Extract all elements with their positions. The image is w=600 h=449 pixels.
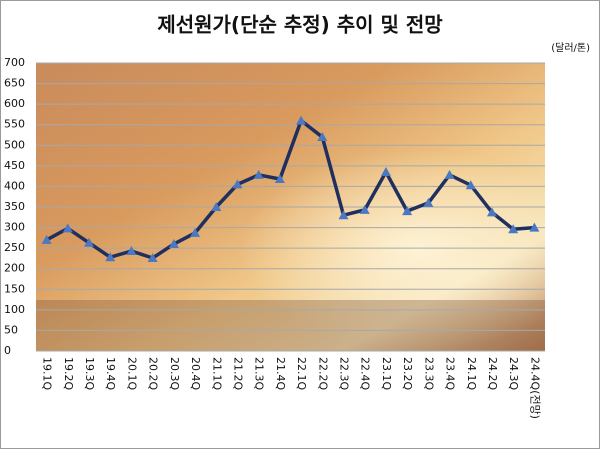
y-tick-label: 100 bbox=[4, 303, 25, 316]
x-tick-label: 24.4Q(전망) bbox=[528, 357, 541, 419]
data-point bbox=[465, 180, 476, 190]
y-tick-label: 350 bbox=[4, 200, 25, 213]
data-point bbox=[317, 132, 328, 142]
x-tick-label: 22.1Q bbox=[295, 357, 308, 390]
data-point bbox=[274, 174, 285, 184]
y-tick-label: 600 bbox=[4, 97, 25, 110]
data-point bbox=[147, 253, 158, 263]
y-tick-label: 650 bbox=[4, 77, 25, 90]
data-point bbox=[105, 252, 116, 262]
x-tick-label: 24.3Q bbox=[507, 357, 520, 390]
x-tick-label: 22.2Q bbox=[316, 357, 329, 390]
data-point bbox=[211, 202, 222, 211]
x-tick-label: 21.1Q bbox=[210, 357, 223, 390]
data-point bbox=[529, 222, 540, 232]
data-point bbox=[338, 210, 349, 220]
x-tick-label: 20.2Q bbox=[147, 357, 160, 390]
y-tick-label: 250 bbox=[4, 241, 25, 254]
data-point bbox=[444, 169, 455, 179]
x-tick-label: 24.1Q bbox=[465, 357, 478, 390]
x-tick-label: 19.4Q bbox=[104, 357, 117, 390]
x-tick-label: 22.3Q bbox=[338, 357, 351, 390]
y-tick-label: 450 bbox=[4, 159, 25, 172]
data-point bbox=[232, 179, 243, 189]
x-tick-label: 21.2Q bbox=[231, 357, 244, 390]
x-tick-label: 23.3Q bbox=[422, 357, 435, 390]
data-point bbox=[190, 227, 201, 237]
data-point bbox=[62, 223, 73, 233]
data-point bbox=[296, 115, 307, 125]
y-tick-label: 550 bbox=[4, 118, 25, 131]
x-tick-label: 20.1Q bbox=[125, 357, 138, 390]
data-point bbox=[84, 237, 95, 247]
x-tick-label: 20.4Q bbox=[189, 357, 202, 390]
x-tick-label: 19.3Q bbox=[83, 357, 96, 390]
y-tick-label: 400 bbox=[4, 179, 25, 192]
y-tick-label: 300 bbox=[4, 221, 25, 234]
y-tick-label: 500 bbox=[4, 138, 25, 151]
data-point bbox=[423, 197, 434, 207]
x-tick-label: 24.2Q bbox=[486, 357, 499, 390]
unit-label: (달러/톤) bbox=[551, 42, 590, 54]
data-point bbox=[359, 204, 370, 214]
x-tick-label: 20.3Q bbox=[168, 357, 181, 390]
y-tick-label: 0 bbox=[4, 344, 11, 357]
background-floor bbox=[36, 300, 545, 351]
data-point bbox=[126, 246, 137, 256]
data-point bbox=[402, 206, 413, 216]
data-point bbox=[508, 224, 519, 234]
y-tick-label: 150 bbox=[4, 282, 25, 295]
data-point bbox=[168, 239, 179, 249]
y-tick-label: 700 bbox=[4, 56, 25, 69]
data-point bbox=[41, 234, 52, 244]
x-tick-label: 23.2Q bbox=[401, 357, 414, 390]
y-tick-label: 50 bbox=[4, 323, 18, 336]
chart-title: 제선원가(단순 추정) 추이 및 전망 bbox=[157, 13, 443, 37]
x-tick-label: 22.4Q bbox=[359, 357, 372, 390]
y-tick-label: 200 bbox=[4, 262, 25, 275]
data-point bbox=[486, 207, 497, 217]
x-tick-label: 23.4Q bbox=[444, 357, 457, 390]
data-point bbox=[253, 169, 264, 179]
x-tick-label: 21.3Q bbox=[253, 357, 266, 390]
x-tick-label: 19.1Q bbox=[41, 357, 54, 390]
x-tick-label: 23.1Q bbox=[380, 357, 393, 390]
x-tick-label: 19.2Q bbox=[62, 357, 75, 390]
data-point bbox=[380, 167, 391, 177]
x-tick-label: 21.4Q bbox=[274, 357, 287, 390]
